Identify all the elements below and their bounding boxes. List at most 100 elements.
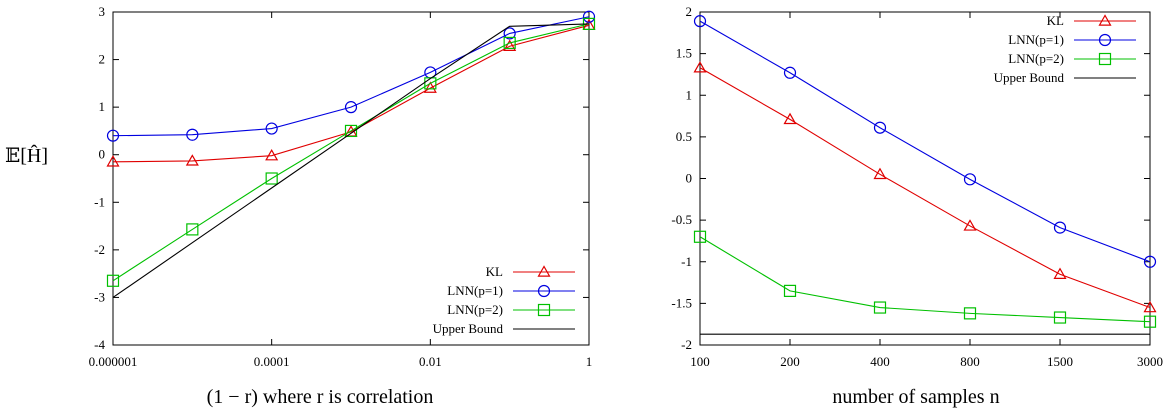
legend-marker — [537, 303, 551, 317]
series-lnn-p-1- — [106, 10, 596, 142]
x-tick-label: 100 — [690, 354, 710, 369]
plot-frame — [112, 11, 590, 346]
series-upper-bound — [112, 23, 590, 298]
series-kl — [693, 61, 1157, 313]
x-tick-label: 200 — [780, 354, 800, 369]
legend-label: LNN(p=1) — [1008, 32, 1064, 47]
legend-label: KL — [1047, 13, 1064, 28]
data-point — [503, 27, 516, 40]
series-line — [112, 16, 590, 137]
y-tick-label: 1.5 — [676, 46, 692, 61]
x-tick-label: 0.01 — [419, 354, 442, 369]
y-tick-label: 0 — [99, 147, 106, 162]
data-point — [873, 301, 887, 314]
legend-marker — [537, 284, 551, 298]
legend-marker — [1098, 33, 1112, 47]
series-line — [112, 23, 590, 282]
y-tick-label: 1 — [99, 99, 106, 114]
x-tick-label: 0.000001 — [89, 354, 138, 369]
data-point — [344, 124, 358, 138]
data-point — [106, 129, 120, 142]
data-point — [424, 77, 437, 90]
right-chart: -2 -1.5 -1 -0.5 0 0.5 1 1.5 2 100 200 400 800 1500 300… — [671, 4, 1163, 369]
data-point — [344, 101, 358, 114]
data-point — [783, 284, 797, 297]
data-point — [1053, 267, 1067, 279]
x-tick-label: 1500 — [1047, 354, 1073, 369]
series-lnn-p-1- — [693, 15, 1157, 268]
data-point — [1053, 311, 1067, 324]
data-point — [265, 148, 279, 161]
y-tick-label: 1 — [686, 87, 693, 102]
data-point — [963, 219, 977, 231]
data-point — [503, 36, 516, 50]
y-tick-label: -2 — [681, 337, 692, 352]
data-point — [186, 223, 199, 236]
data-point — [693, 230, 707, 243]
data-point — [783, 112, 797, 125]
series-line — [699, 236, 1151, 323]
plot-frame — [699, 11, 1151, 346]
data-point — [783, 66, 797, 79]
y-tick-label: 3 — [99, 4, 106, 19]
legend: KL LNN(p=1) LNN(p=2) Upper Bound — [994, 13, 1136, 85]
data-point — [503, 39, 517, 51]
legend-label: LNN(p=2) — [447, 302, 503, 317]
legend-marker — [537, 265, 551, 277]
x-tick-label: 0.0001 — [254, 354, 290, 369]
data-point — [693, 15, 707, 28]
left-x-axis-label: (1 − r) where r is correlation — [207, 386, 434, 408]
left-y-axis-label-text: 𝔼[Ĥ] — [5, 144, 48, 167]
legend-label: KL — [486, 264, 503, 279]
data-point — [106, 155, 120, 167]
y-tick-label: 0 — [686, 171, 693, 186]
data-point — [873, 167, 887, 180]
x-tick-label: 1 — [586, 354, 593, 369]
data-point — [1053, 221, 1067, 234]
y-tick-label: -1 — [94, 194, 105, 209]
x-tick-label: 3000 — [1137, 354, 1163, 369]
data-point — [693, 61, 707, 73]
x-tick-label: 800 — [960, 354, 980, 369]
right-x-axis-label: number of samples n — [832, 386, 999, 408]
data-point — [186, 128, 199, 141]
left-chart: -4 -3 -2 -1 0 1 2 3 0.000001 0.0001 0.01 1 KL LNN(p=1… — [89, 4, 596, 369]
series-lnn-p-2- — [106, 17, 596, 287]
series-line — [699, 67, 1151, 309]
data-point — [582, 10, 596, 23]
y-tick-label: 2 — [99, 52, 106, 67]
series-lnn-p-2- — [693, 230, 1157, 328]
data-point — [423, 81, 437, 93]
data-point — [106, 274, 120, 287]
data-point — [1143, 315, 1157, 328]
series-kl — [106, 18, 596, 167]
legend: KL LNN(p=1) LNN(p=2) Upper Bound — [433, 264, 575, 336]
x-tick-label: 400 — [870, 354, 890, 369]
y-tick-label: -4 — [94, 337, 105, 352]
data-point — [963, 173, 977, 186]
data-point — [963, 307, 977, 320]
legend-marker — [1098, 14, 1112, 26]
y-tick-label: 0.5 — [676, 129, 692, 144]
series-line — [699, 20, 1151, 263]
y-tick-label: -0.5 — [671, 212, 692, 227]
y-tick-label: -1.5 — [671, 295, 692, 310]
data-point — [1143, 255, 1157, 268]
series-line — [112, 23, 590, 298]
data-point — [265, 172, 278, 185]
legend-label: Upper Bound — [994, 70, 1065, 85]
data-point — [265, 122, 278, 135]
legend-label: LNN(p=2) — [1008, 51, 1064, 66]
y-tick-label: -1 — [681, 254, 692, 269]
y-tick-label: -2 — [94, 242, 105, 257]
y-tick-label: 2 — [686, 4, 693, 19]
series-line — [112, 24, 590, 163]
y-tick-label: -3 — [94, 289, 105, 304]
legend-label: LNN(p=1) — [447, 283, 503, 298]
legend-label: Upper Bound — [433, 321, 504, 336]
left-y-axis-label: 𝔼[Ĥ] — [5, 144, 48, 167]
data-point — [873, 121, 887, 134]
data-point — [185, 154, 199, 166]
legend-marker — [1098, 52, 1112, 66]
